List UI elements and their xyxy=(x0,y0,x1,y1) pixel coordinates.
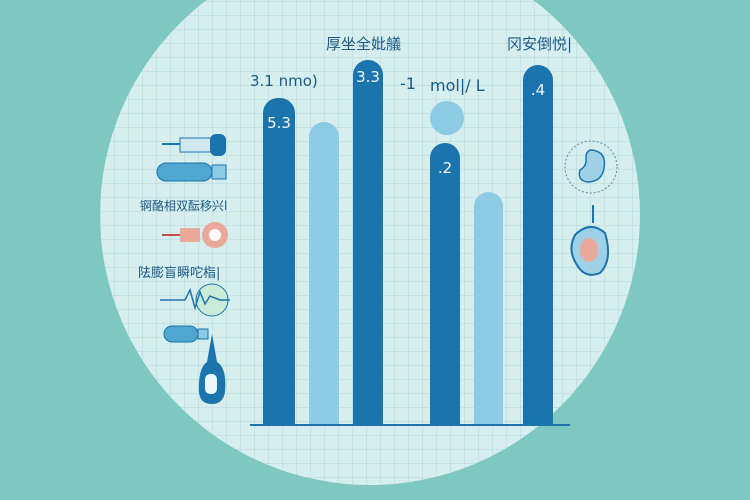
center-title: 厚坐全妣艤 xyxy=(326,35,402,53)
side-label-1: 锕酪相双酝移兴l xyxy=(140,199,228,213)
right-title: 冈安倒悦| xyxy=(507,35,573,53)
bar-3: 3.3 xyxy=(353,60,383,425)
uterus-icon xyxy=(570,205,610,276)
bar-5 xyxy=(474,192,503,425)
glucose-meter-icon xyxy=(198,334,226,404)
left-unit-label: 3.1 nmo) xyxy=(250,72,318,90)
bar-label: .2 xyxy=(437,159,453,177)
mid-unit-label: mol|/ L xyxy=(430,76,485,95)
bar-4: .2 xyxy=(430,143,460,425)
baseline xyxy=(250,424,570,426)
inhaler-icon xyxy=(156,162,227,182)
fetus-icon xyxy=(564,140,618,194)
bar-1: 5.3 xyxy=(263,98,295,425)
syringe-icon xyxy=(162,134,226,156)
bar-label: .4 xyxy=(530,81,546,99)
capsule-icon xyxy=(163,325,209,343)
bar-6: .4 xyxy=(523,65,553,425)
bar-label: 5.3 xyxy=(267,114,291,132)
mid-value-label: -1 xyxy=(400,74,416,93)
side-label-2: 阹膨盲瞬咜栺| xyxy=(138,266,221,281)
light-dot xyxy=(430,101,464,135)
bar-label: 3.3 xyxy=(356,68,380,86)
ecg-monitor-icon xyxy=(160,283,230,317)
pen-injector-icon xyxy=(162,222,228,248)
bar-2 xyxy=(309,122,339,425)
